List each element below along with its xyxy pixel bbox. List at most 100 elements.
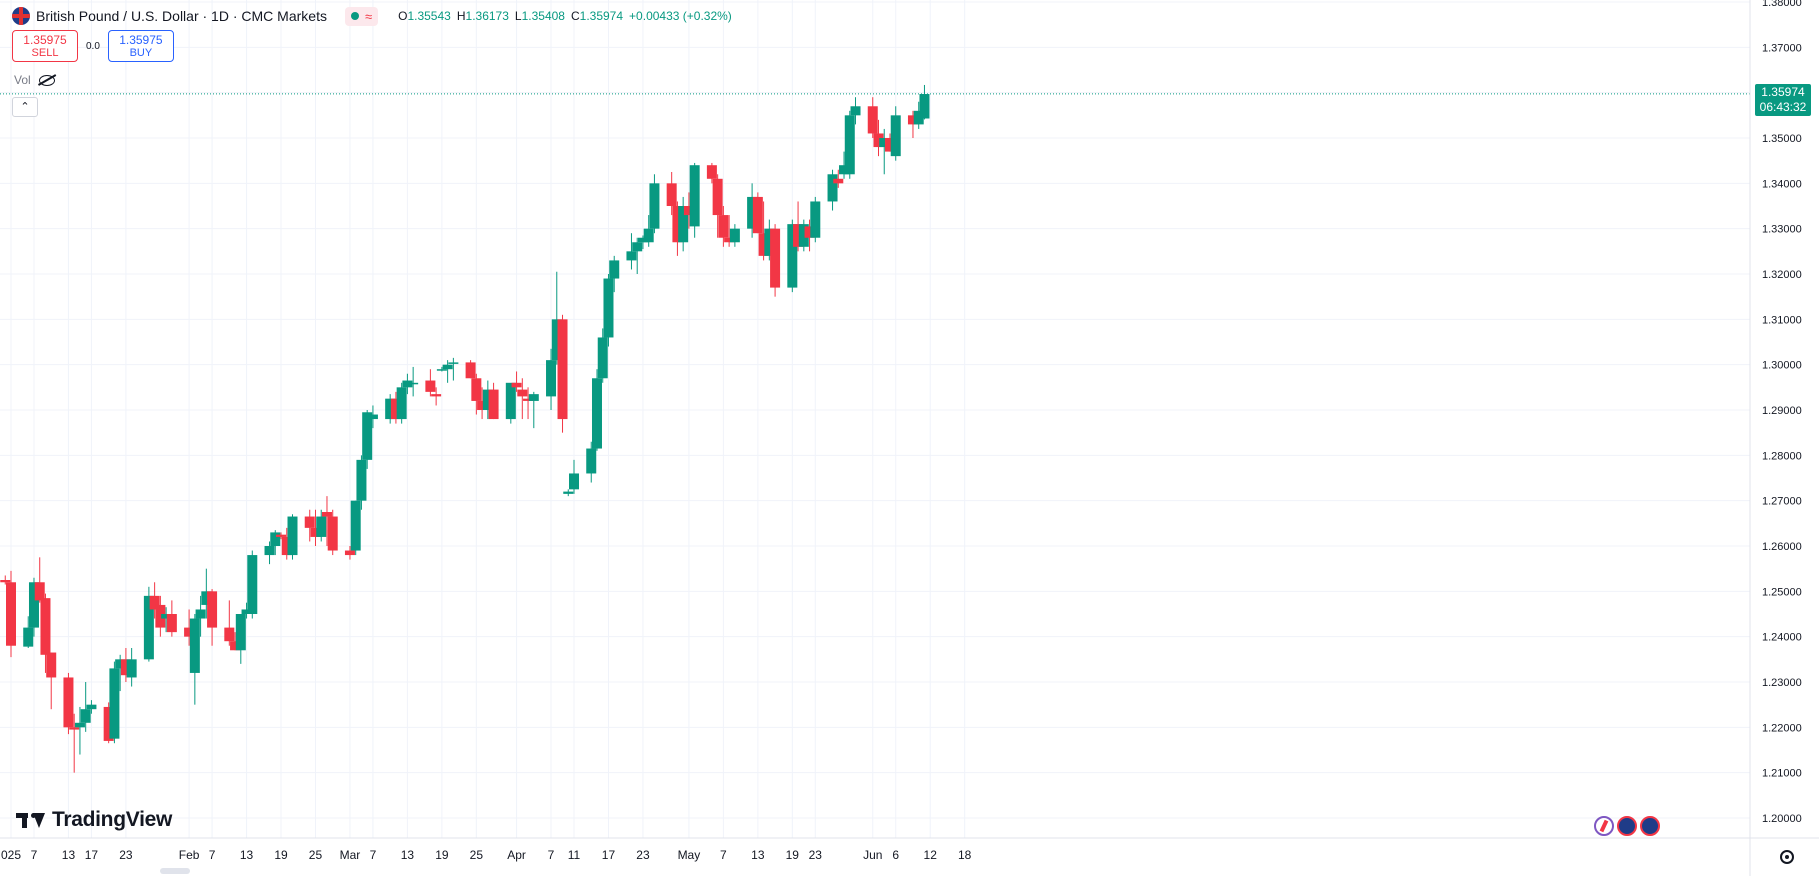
- volume-indicator[interactable]: Vol: [14, 73, 55, 87]
- x-tick-label: 12: [924, 848, 938, 862]
- candle: [528, 391, 539, 429]
- symbol-legend[interactable]: British Pound / U.S. Dollar · 1D · CMC M…: [12, 4, 732, 28]
- candle-body: [546, 360, 557, 397]
- low-value: 1.35408: [521, 9, 565, 23]
- candle: [764, 219, 775, 261]
- candle-body: [551, 319, 562, 361]
- candle-body: [586, 448, 597, 474]
- candle: [166, 600, 177, 637]
- candle: [643, 215, 654, 247]
- candle: [465, 360, 476, 379]
- y-tick-label: 1.27000: [1762, 496, 1802, 508]
- event-lightning-icon[interactable]: [1594, 816, 1614, 836]
- y-tick-label: 1.26000: [1762, 541, 1802, 553]
- candle-body: [569, 473, 580, 490]
- y-tick-label: 1.32000: [1762, 269, 1802, 281]
- x-tick-label: Mar: [340, 848, 361, 862]
- y-tick-label: 1.29000: [1762, 405, 1802, 417]
- candle: [201, 568, 212, 619]
- candle-body: [666, 183, 677, 206]
- candle-body: [103, 706, 114, 741]
- candle: [557, 314, 568, 433]
- candle: [327, 509, 338, 556]
- candle-body: [247, 555, 258, 614]
- candle-body: [201, 591, 212, 605]
- candle-body: [385, 398, 396, 420]
- candle-body: [448, 362, 459, 364]
- candle-body: [609, 260, 620, 279]
- time-scrollbar[interactable]: [160, 868, 190, 874]
- candle: [103, 702, 114, 744]
- gbp-usd-flag-icon: [12, 7, 30, 25]
- candle: [712, 174, 723, 238]
- close-label: C: [570, 9, 580, 23]
- candle-body: [28, 582, 39, 628]
- candle-body: [603, 278, 614, 338]
- tradingview-logo[interactable]: TradingView: [16, 808, 172, 832]
- candle: [69, 713, 80, 773]
- candle: [408, 366, 419, 397]
- symbol-title[interactable]: British Pound / U.S. Dollar · 1D · CMC M…: [36, 8, 327, 24]
- buy-button[interactable]: 1.35975 BUY: [107, 30, 174, 62]
- candle-body: [597, 337, 608, 379]
- candle: [276, 532, 287, 540]
- candle: [482, 380, 493, 420]
- candle-body: [109, 668, 120, 739]
- candle-body: [350, 500, 361, 551]
- x-tick-label: 6: [892, 848, 899, 862]
- x-tick-label: 18: [958, 848, 972, 862]
- x-tick-label: 7: [370, 848, 377, 862]
- candle: [471, 373, 482, 415]
- x-tick-label: 13: [62, 848, 76, 862]
- candle-body: [465, 362, 476, 379]
- candle-body: [591, 378, 602, 449]
- event-uk-flag-icon[interactable]: [1617, 816, 1637, 836]
- candle-body: [879, 138, 890, 148]
- event-uk-flag-icon[interactable]: [1640, 816, 1660, 836]
- candle-body: [224, 627, 235, 642]
- eye-hidden-icon[interactable]: [38, 74, 55, 86]
- candle-body: [787, 224, 798, 288]
- candle: [718, 206, 729, 247]
- candle: [873, 119, 884, 157]
- candle-body: [833, 178, 844, 184]
- x-tick-label: 13: [751, 848, 765, 862]
- candle: [86, 700, 97, 714]
- candle: [34, 557, 45, 603]
- x-tick-label: 13: [401, 848, 415, 862]
- candle-body: [810, 201, 821, 238]
- candle: [597, 328, 608, 383]
- x-tick-label: 025: [1, 848, 21, 862]
- settings-gear-icon[interactable]: [1780, 850, 1794, 864]
- candle-body: [189, 618, 200, 673]
- candle: [385, 394, 396, 424]
- collapse-legend-button[interactable]: ⌃: [12, 97, 38, 117]
- candle: [833, 169, 844, 188]
- candle: [511, 371, 522, 392]
- x-tick-label: 19: [435, 848, 449, 862]
- candle: [827, 169, 838, 211]
- candle-body: [69, 727, 80, 730]
- candle: [270, 530, 281, 556]
- candle: [603, 274, 614, 347]
- candle: [431, 387, 442, 406]
- candle-body: [471, 378, 482, 401]
- x-tick-label: 25: [470, 848, 484, 862]
- candle-body: [867, 106, 878, 134]
- candle: [850, 97, 861, 125]
- candle-body: [632, 242, 643, 252]
- candle: [230, 632, 241, 651]
- candle: [546, 348, 557, 410]
- market-status[interactable]: ≈: [344, 6, 379, 26]
- candle-body: [230, 641, 241, 651]
- candle: [758, 201, 769, 261]
- candle: [304, 509, 315, 542]
- high-label: H: [456, 9, 466, 23]
- candle-body: [408, 382, 419, 385]
- candle: [396, 382, 407, 424]
- sell-button[interactable]: 1.35975 SELL: [12, 30, 78, 62]
- candle: [678, 196, 689, 252]
- candle: [626, 233, 637, 270]
- candle: [40, 593, 51, 673]
